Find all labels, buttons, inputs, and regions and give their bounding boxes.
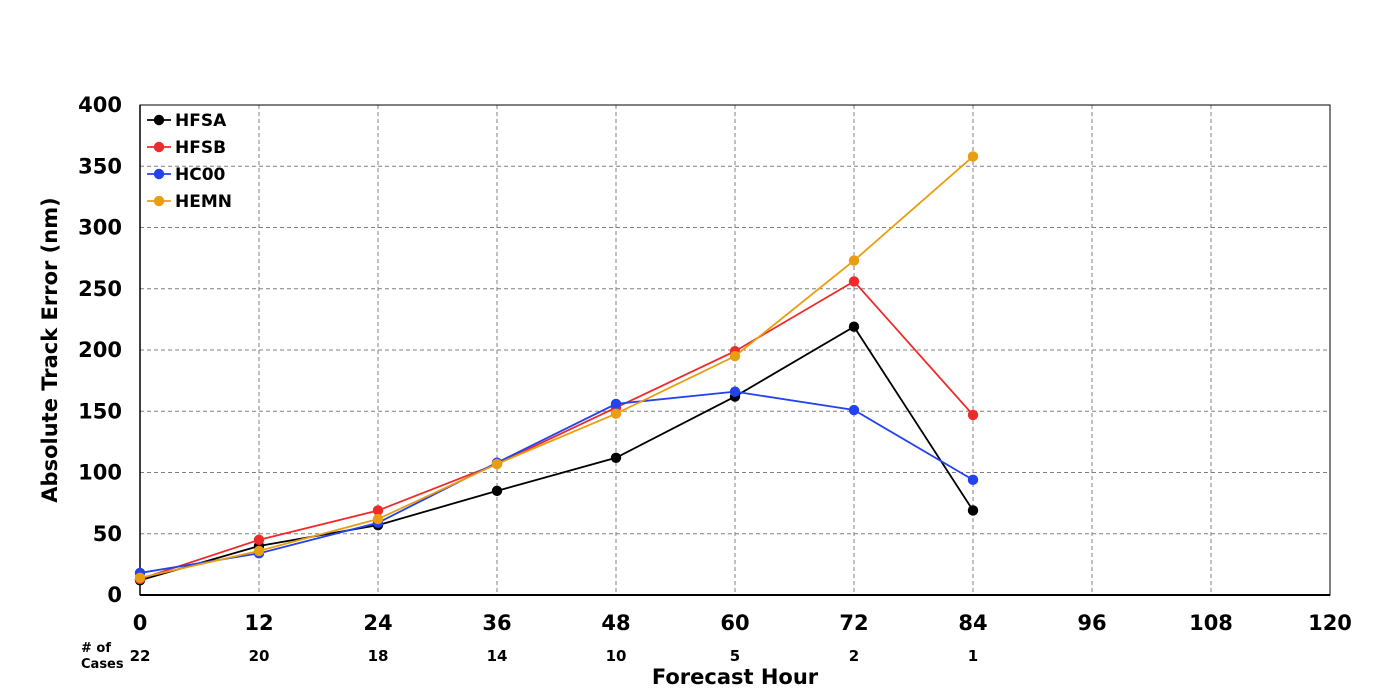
y-tick-label: 150: [78, 399, 122, 423]
x-tick-label: 84: [958, 611, 987, 635]
data-point: [967, 505, 979, 516]
y-tick-label: 400: [78, 93, 122, 117]
data-point: [967, 151, 979, 162]
series-hemn: [134, 151, 979, 584]
data-point: [729, 386, 741, 397]
data-point: [729, 350, 741, 362]
x-tick-label: 96: [1077, 611, 1106, 635]
x-tick-label: 60: [720, 611, 749, 635]
cases-count-label: 5: [730, 647, 740, 665]
y-tick-label: 300: [78, 216, 122, 240]
series-line: [139, 325, 974, 582]
y-tick-label: 100: [78, 461, 122, 485]
series-layer: [134, 151, 979, 586]
cases-count-label: 20: [249, 647, 270, 665]
axes: 0 12 24 36 48 60 72 84 96 108 12005010015020025030…: [78, 93, 1352, 665]
cases-count-label: 18: [368, 647, 389, 665]
x-tick-label: 24: [363, 611, 392, 635]
data-point: [372, 505, 384, 516]
x-tick-label: 120: [1308, 611, 1352, 635]
x-tick-label: 72: [839, 611, 868, 635]
cases-count-label: 1: [968, 647, 978, 665]
legend-label: HFSA: [175, 111, 227, 131]
legend-marker: [153, 141, 165, 153]
x-tick-label: 48: [601, 611, 630, 635]
legend-item: HFSA: [147, 111, 227, 131]
cases-header-line2: Cases: [81, 657, 124, 672]
data-point: [610, 398, 622, 410]
x-tick-label: 36: [482, 611, 511, 635]
series-line: [139, 280, 974, 580]
data-point: [491, 458, 503, 470]
legend-item: HFSB: [147, 138, 226, 158]
data-point: [253, 534, 265, 546]
y-tick-label: 200: [78, 338, 122, 362]
data-point: [372, 513, 384, 525]
series-line: [139, 155, 974, 579]
data-point: [134, 572, 146, 584]
y-tick-label: 350: [78, 154, 122, 178]
x-axis-title: Forecast Hour: [652, 665, 819, 689]
legend: HFSA HFSB HC00 HEMN: [147, 111, 232, 212]
data-point: [967, 474, 979, 486]
data-point: [848, 404, 860, 416]
cases-count-label: 14: [487, 647, 508, 665]
data-point: [967, 409, 979, 421]
y-axis-title: Absolute Track Error (nm): [38, 197, 62, 502]
cases-count-label: 10: [606, 647, 627, 665]
y-tick-label: 250: [78, 277, 122, 301]
legend-label: HFSB: [175, 138, 226, 158]
y-tick-label: 0: [107, 583, 122, 607]
series-hfsa: [134, 321, 979, 586]
legend-item: HEMN: [147, 192, 232, 212]
cases-count-label: 2: [849, 647, 859, 665]
legend-marker: [153, 114, 165, 126]
series-line: [139, 390, 974, 574]
data-point: [253, 545, 265, 557]
data-point: [848, 255, 860, 266]
data-point: [848, 276, 860, 287]
legend-marker: [153, 168, 165, 180]
legend-item: HC00: [147, 165, 226, 185]
x-tick-label: 12: [244, 611, 273, 635]
y-tick-label: 50: [93, 522, 122, 546]
data-point: [610, 408, 622, 419]
data-point: [610, 452, 622, 463]
x-tick-label: 0: [133, 611, 148, 635]
data-point: [848, 321, 860, 332]
cases-header-line1: # of: [81, 641, 111, 656]
x-tick-label: 108: [1189, 611, 1233, 635]
legend-label: HEMN: [175, 192, 232, 212]
data-point: [491, 485, 503, 497]
legend-label: HC00: [175, 165, 226, 185]
cases-count-label: 22: [130, 647, 151, 665]
axis-labels: Absolute Track Error (nm) Forecast Hour …: [38, 197, 819, 689]
legend-marker: [153, 195, 165, 207]
